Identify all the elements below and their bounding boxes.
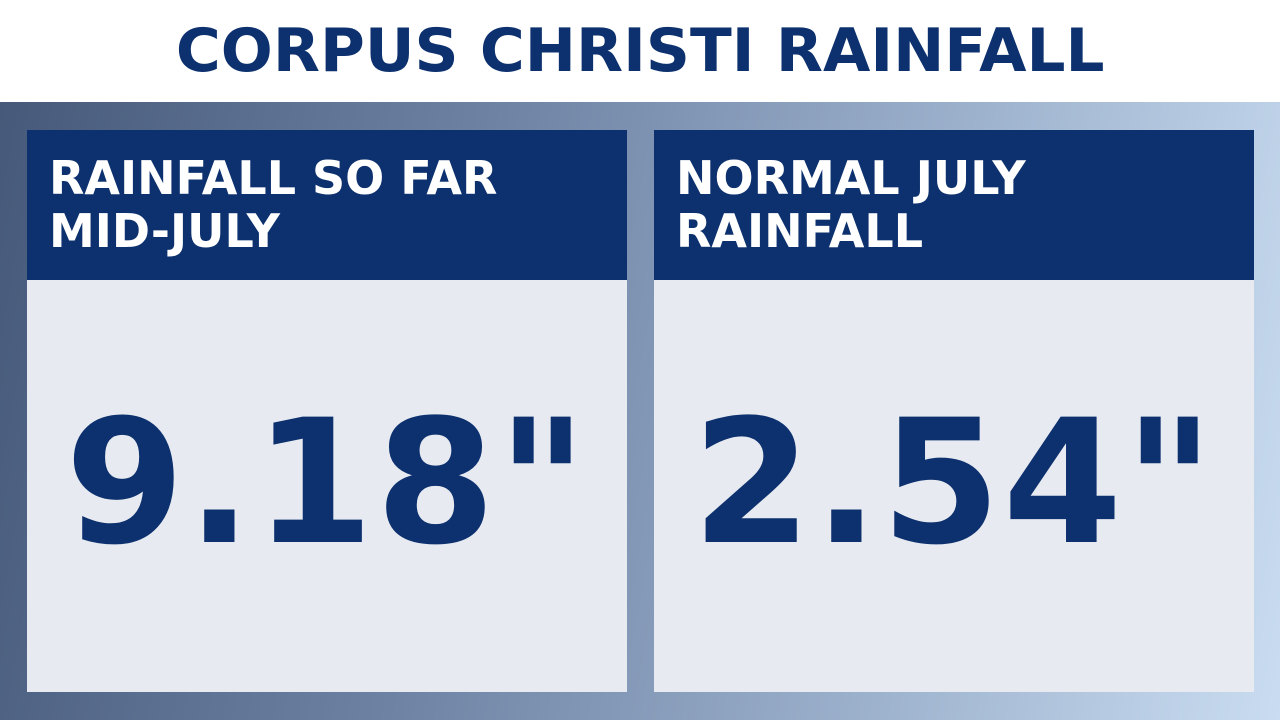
rainfall-so-far-card: RAINFALL SO FAR MID-JULY 9.18": [27, 130, 627, 692]
card-label-line-2: MID-JULY: [49, 204, 280, 258]
page-title: CORPUS CHRISTI RAINFALL: [175, 16, 1105, 86]
normal-july-rainfall-card: NORMAL JULY RAINFALL 2.54": [654, 130, 1254, 692]
rainfall-so-far-value: 9.18": [65, 382, 589, 583]
card-body: 9.18": [27, 280, 627, 692]
card-label-line-1: RAINFALL SO FAR: [49, 151, 498, 205]
card-label-line-2: RAINFALL: [676, 204, 924, 258]
normal-july-rainfall-value: 2.54": [692, 382, 1216, 583]
card-header: RAINFALL SO FAR MID-JULY: [27, 130, 627, 280]
card-label-line-1: NORMAL JULY: [676, 151, 1026, 205]
gradient-background: RAINFALL SO FAR MID-JULY 9.18" NORMAL JU…: [0, 102, 1280, 720]
card-header: NORMAL JULY RAINFALL: [654, 130, 1254, 280]
header-bar: CORPUS CHRISTI RAINFALL: [0, 0, 1280, 102]
card-body: 2.54": [654, 280, 1254, 692]
